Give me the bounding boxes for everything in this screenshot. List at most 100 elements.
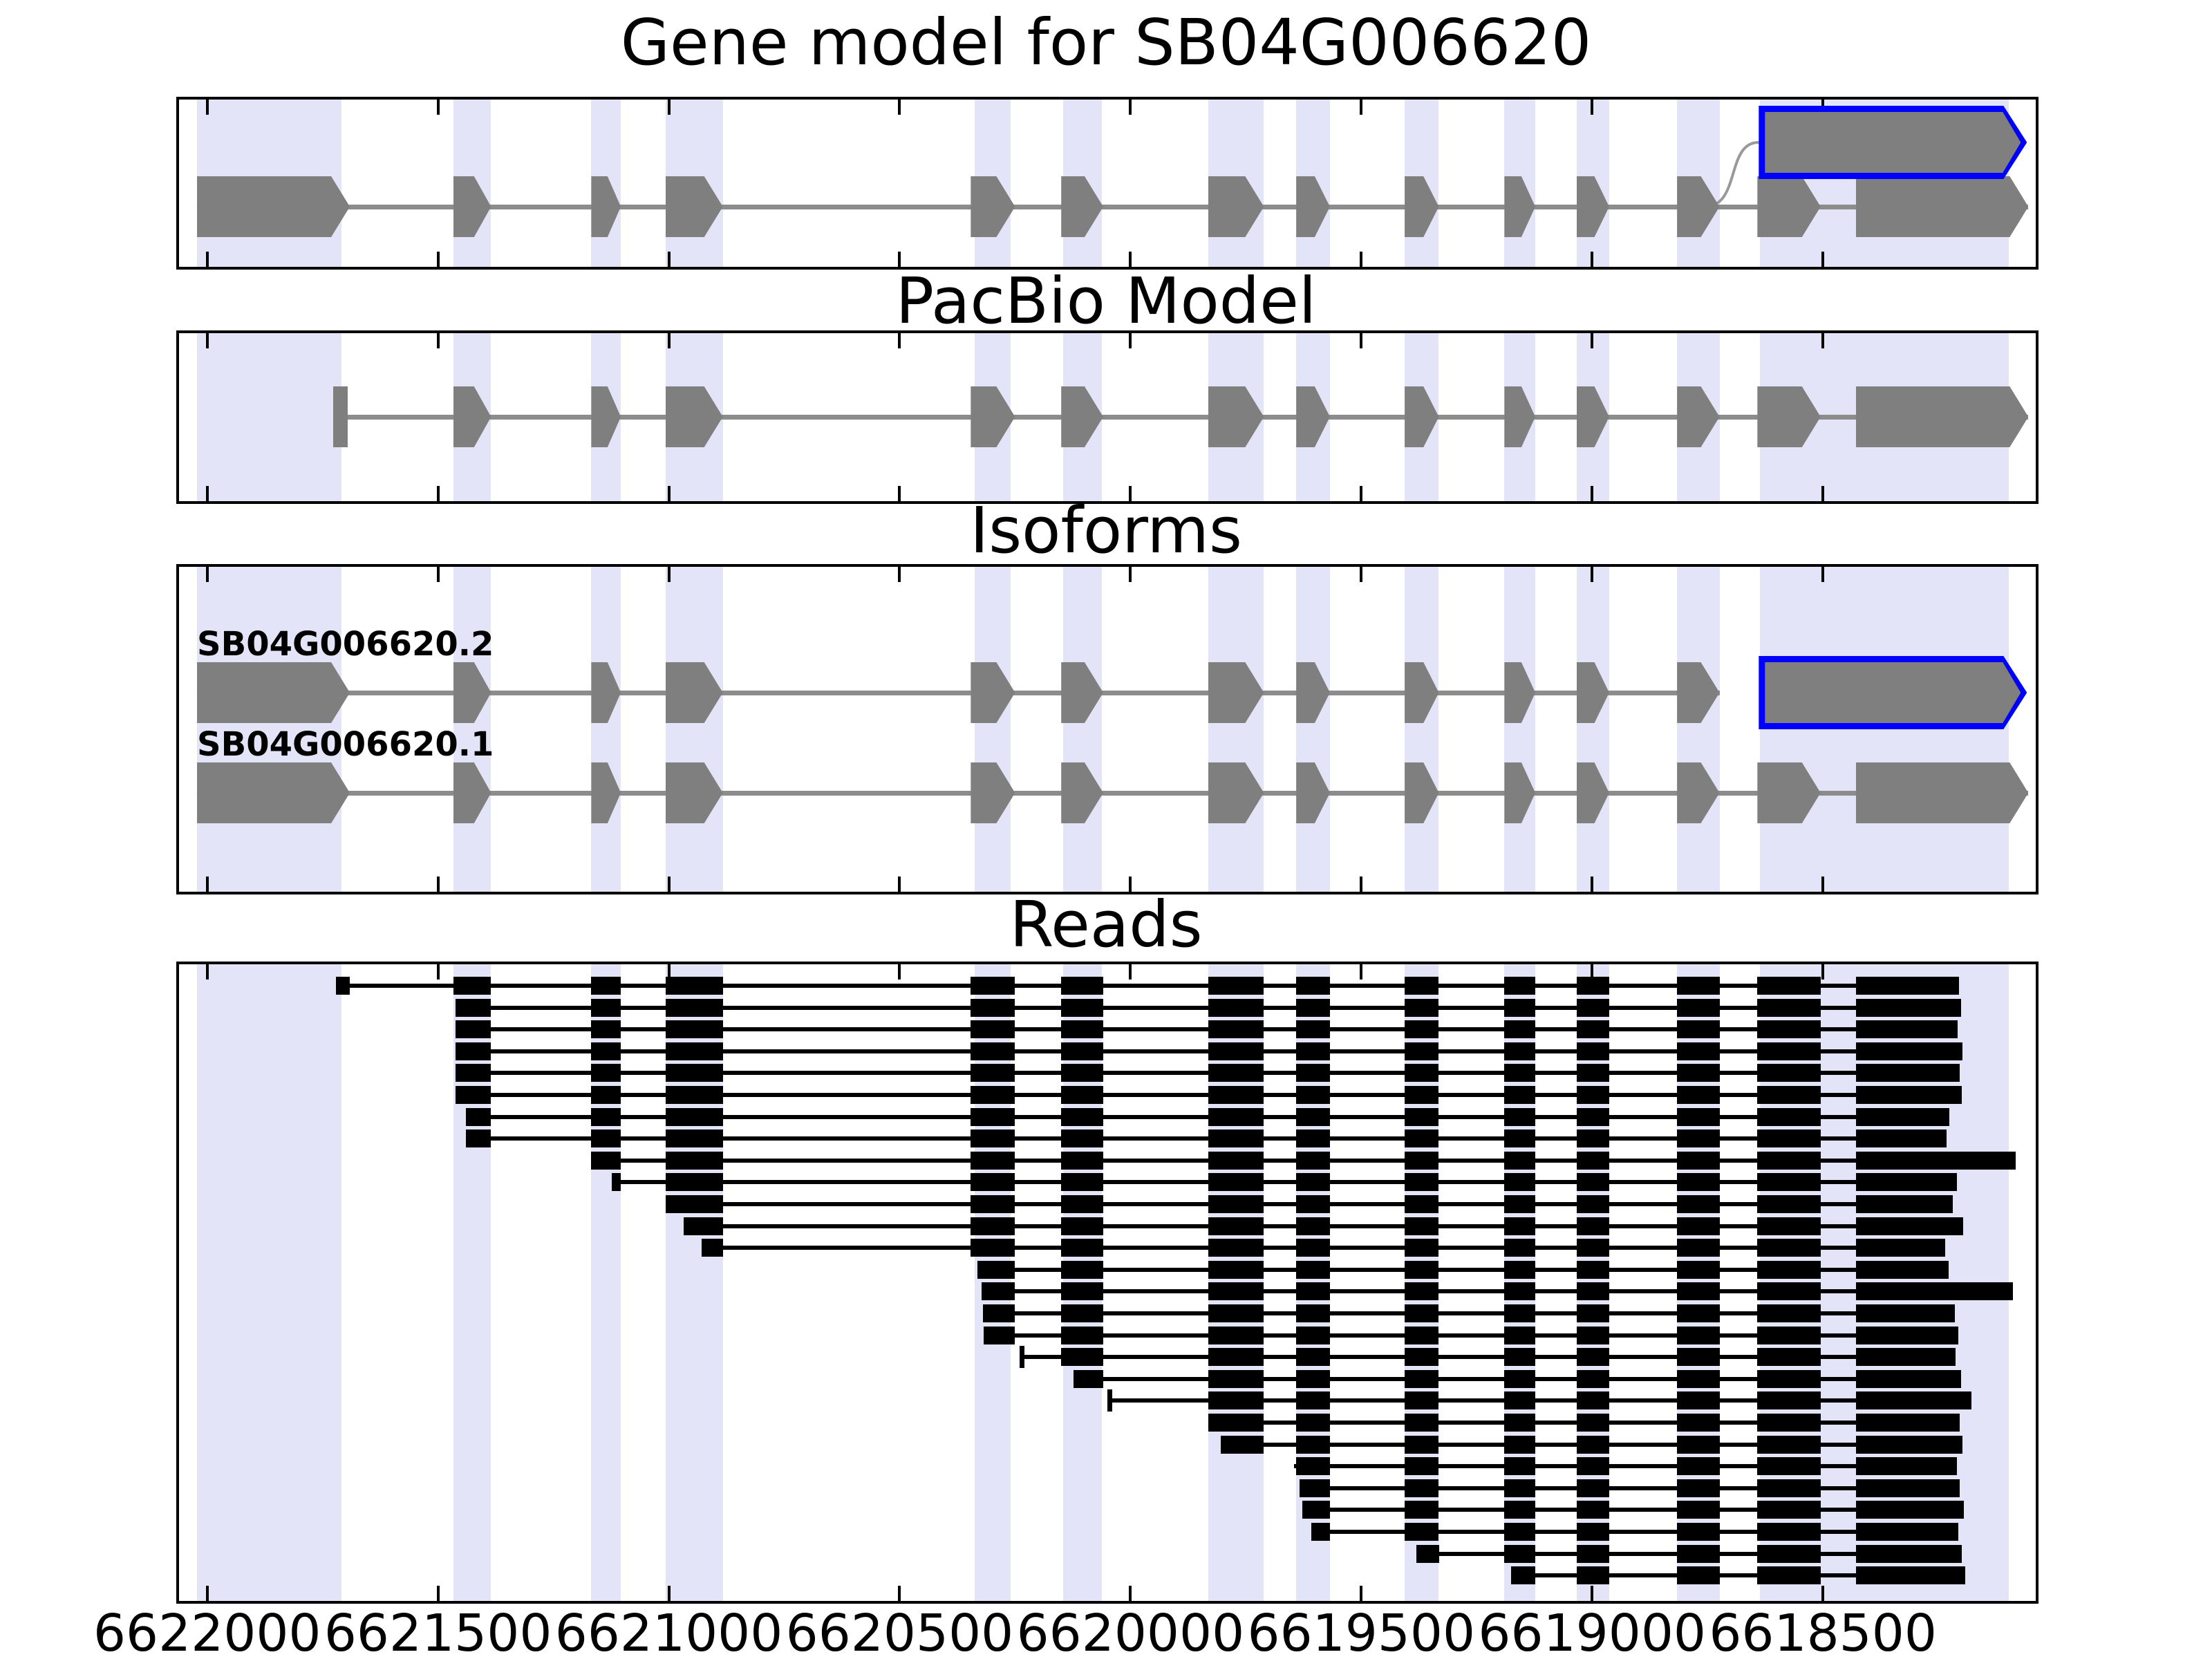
read-exon-block	[465, 1130, 491, 1148]
read-exon-block	[971, 1042, 1015, 1060]
read-exon-block	[1296, 977, 1330, 995]
read-exon-block	[1855, 1282, 2014, 1301]
read-exon-block	[1061, 998, 1103, 1017]
read-exon-block	[1208, 998, 1264, 1017]
read-exon-block	[665, 1173, 723, 1192]
read-exon-block	[971, 977, 1015, 995]
axis-tick	[1129, 333, 1132, 348]
read-exon-block	[701, 1239, 723, 1257]
read-exon-block	[1677, 1107, 1720, 1126]
read-exon-block	[1576, 1326, 1609, 1344]
exon-arrow	[1856, 386, 2029, 447]
axis-tick	[1360, 100, 1363, 115]
read-exon-block	[1061, 1326, 1103, 1344]
read-exon-block	[665, 1020, 723, 1039]
read-exon-block	[1296, 1391, 1330, 1410]
read-exon-block	[1296, 1260, 1330, 1279]
read-exon-block	[977, 1260, 1015, 1279]
transcript-start-bar	[333, 386, 348, 447]
read-exon-block	[1405, 1195, 1439, 1213]
read-exon-block	[591, 1042, 621, 1060]
read-exon-block	[1757, 1260, 1821, 1279]
read-exon-block	[1576, 1086, 1609, 1104]
read-exon-block	[591, 1064, 621, 1082]
read-exon-block	[1061, 1239, 1103, 1257]
intron-line	[197, 690, 1720, 695]
axis-tick	[205, 100, 209, 115]
isoform-label: SB04G006620.1	[197, 725, 494, 764]
read-exon-block	[971, 1239, 1015, 1257]
read-exon-block	[1677, 1457, 1720, 1476]
read-exon-block	[665, 1064, 723, 1082]
intron-line	[197, 204, 2029, 209]
read-exon-block	[1296, 1151, 1330, 1170]
highlighted-exon-fill	[1765, 662, 2021, 723]
read-exon-block	[1405, 1414, 1439, 1432]
read-exon-block	[1061, 1107, 1103, 1126]
read-exon-block	[1757, 1348, 1821, 1367]
axis-tick	[1591, 964, 1594, 980]
read-exon-block	[665, 977, 723, 995]
read-exon-block	[591, 1130, 621, 1148]
read-exon-block	[1576, 1107, 1609, 1126]
read-exon-block	[1855, 1151, 2016, 1170]
read-exon-block	[1677, 1523, 1720, 1541]
read-exon-block	[1208, 1348, 1264, 1367]
read-exon-block	[1576, 1566, 1609, 1585]
read-span-line	[1302, 1508, 1965, 1512]
read-exon-block	[1855, 1020, 1958, 1039]
read-exon-block	[1576, 1304, 1609, 1322]
read-exon-block	[1855, 1086, 1962, 1104]
read-exon-block	[982, 1282, 1015, 1301]
read-exon-block	[1677, 1435, 1720, 1454]
read-exon-block	[1757, 1042, 1821, 1060]
read-exon-block	[1504, 977, 1536, 995]
axis-tick	[205, 252, 209, 267]
axis-tick	[1591, 100, 1594, 115]
read-exon-block	[1296, 1239, 1330, 1257]
read-exon-block	[1677, 1195, 1720, 1213]
read-exon-block	[1504, 1239, 1536, 1257]
read-exon-block	[1757, 1457, 1821, 1476]
gene-model-panel	[176, 97, 2038, 270]
read-exon-block	[456, 998, 491, 1017]
read-exon-block	[1300, 1479, 1330, 1497]
read-exon-block	[1208, 1195, 1264, 1213]
read-exon-block	[1576, 1130, 1609, 1148]
read-exon-block	[1405, 1239, 1439, 1257]
read-exon-block	[1405, 1042, 1439, 1060]
read-exon-block	[1677, 1304, 1720, 1322]
axis-tick	[1591, 1586, 1594, 1601]
x-axis-tick-label: 6621500	[324, 1604, 552, 1659]
axis-tick	[898, 333, 901, 348]
read-exon-block	[1208, 1130, 1264, 1148]
read-exon-block	[1208, 1326, 1264, 1344]
read-exon-block	[1757, 1304, 1821, 1322]
read-exon-block	[1576, 1501, 1609, 1519]
axis-tick	[436, 1586, 440, 1601]
axis-tick	[436, 964, 440, 980]
read-span-line	[456, 1071, 1960, 1076]
exon-highlight-band	[197, 333, 342, 501]
read-exon-block	[971, 1217, 1015, 1235]
read-exon-block	[1504, 1020, 1536, 1039]
read-exon-block	[971, 1064, 1015, 1082]
axis-tick	[898, 567, 901, 582]
read-exon-block	[1677, 1042, 1720, 1060]
read-exon-block	[1405, 1173, 1439, 1192]
axis-tick	[1591, 486, 1594, 501]
exon-highlight-band	[591, 567, 621, 892]
read-exon-block	[1677, 1086, 1720, 1104]
read-exon-block	[1757, 1130, 1821, 1148]
read-exon-block	[1855, 1414, 1960, 1432]
read-exon-block	[971, 1107, 1015, 1126]
axis-tick	[667, 877, 671, 892]
read-exon-block	[1855, 1479, 1960, 1497]
read-exon-block	[591, 977, 621, 995]
axis-tick	[436, 486, 440, 501]
axis-tick	[667, 567, 671, 582]
read-exon-block	[1504, 1369, 1536, 1388]
read-exon-block	[1757, 1544, 1821, 1563]
read-exon-block	[1504, 1414, 1536, 1432]
axis-tick	[436, 252, 440, 267]
